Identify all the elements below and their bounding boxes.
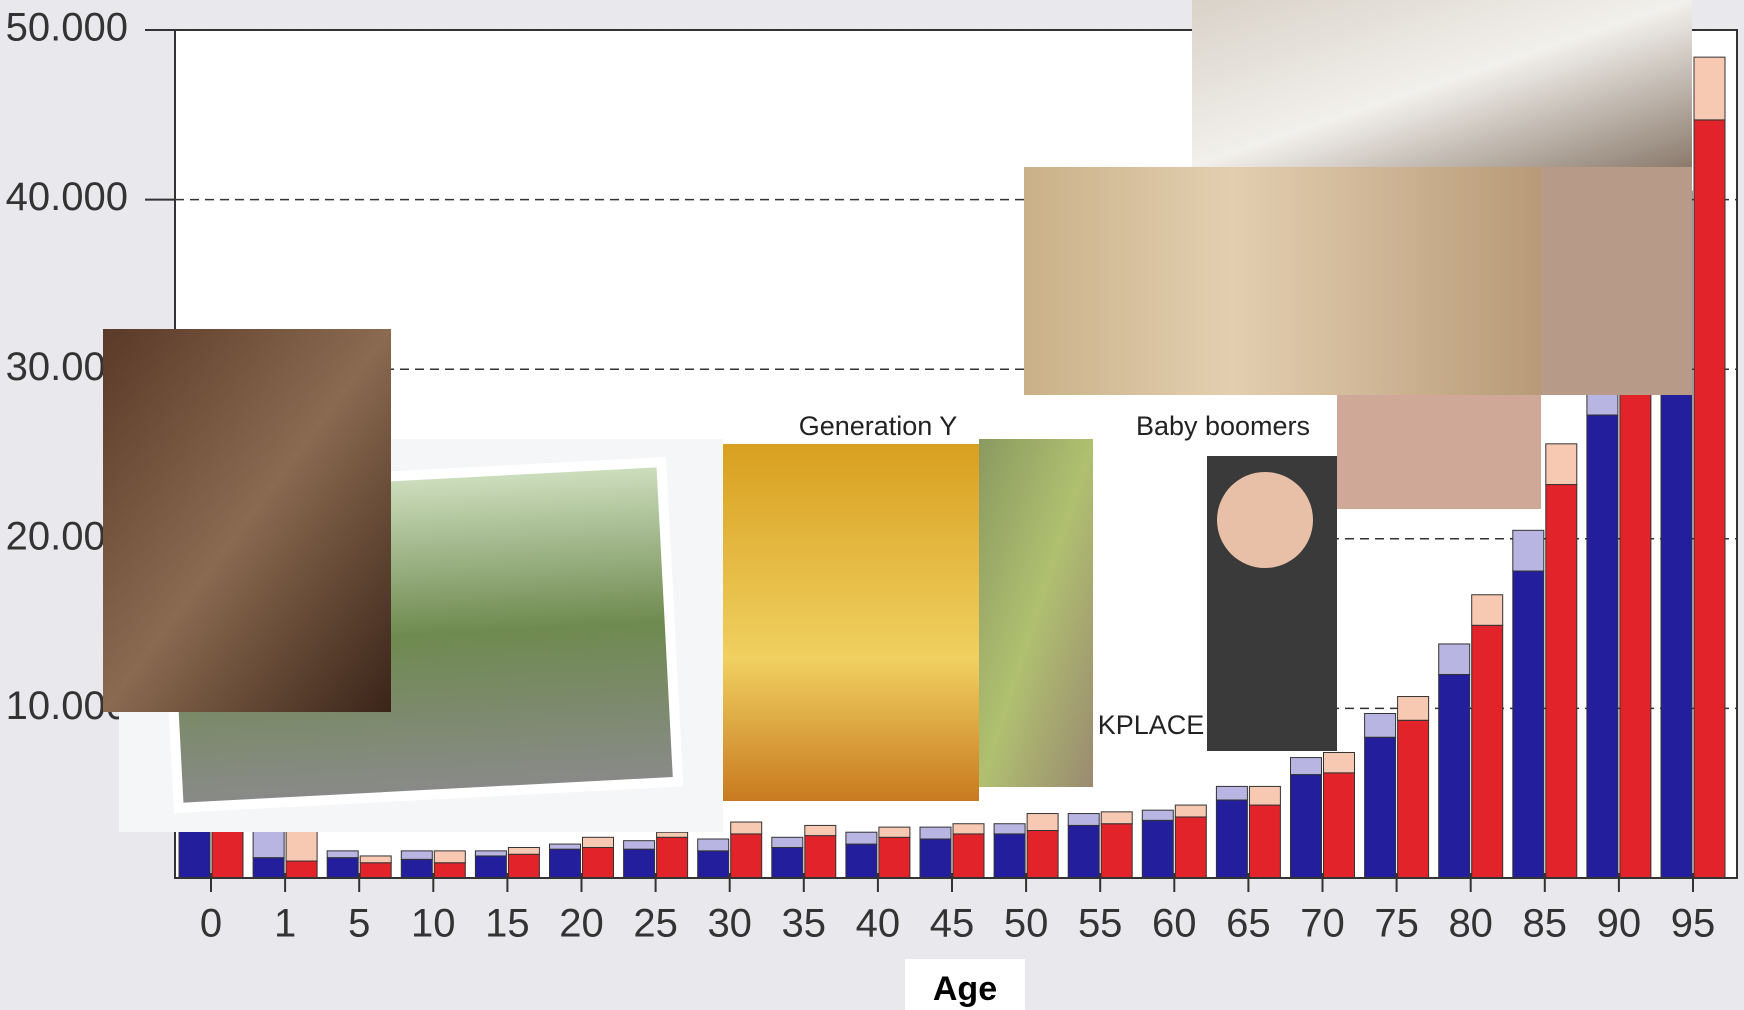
photo-mother	[103, 329, 391, 712]
photo-shaving	[1024, 167, 1541, 395]
annotation: Baby boomers	[1136, 411, 1310, 441]
page: 10.00020.00030.00040.00050.0000151015202…	[0, 0, 1744, 1010]
photo-background	[1336, 395, 1541, 509]
x-axis-label: Age	[933, 970, 997, 1008]
annotation: KPLACE	[1098, 710, 1205, 740]
photo-face	[1217, 472, 1313, 568]
photo-elderly-care	[1192, 0, 1692, 167]
photo-generation-y-image	[723, 444, 979, 801]
annotation: Generation Y	[799, 411, 958, 441]
photo-walking	[979, 439, 1093, 787]
photo-collage: Baby boomers KPLACE Generation Y Age	[0, 0, 1744, 1010]
